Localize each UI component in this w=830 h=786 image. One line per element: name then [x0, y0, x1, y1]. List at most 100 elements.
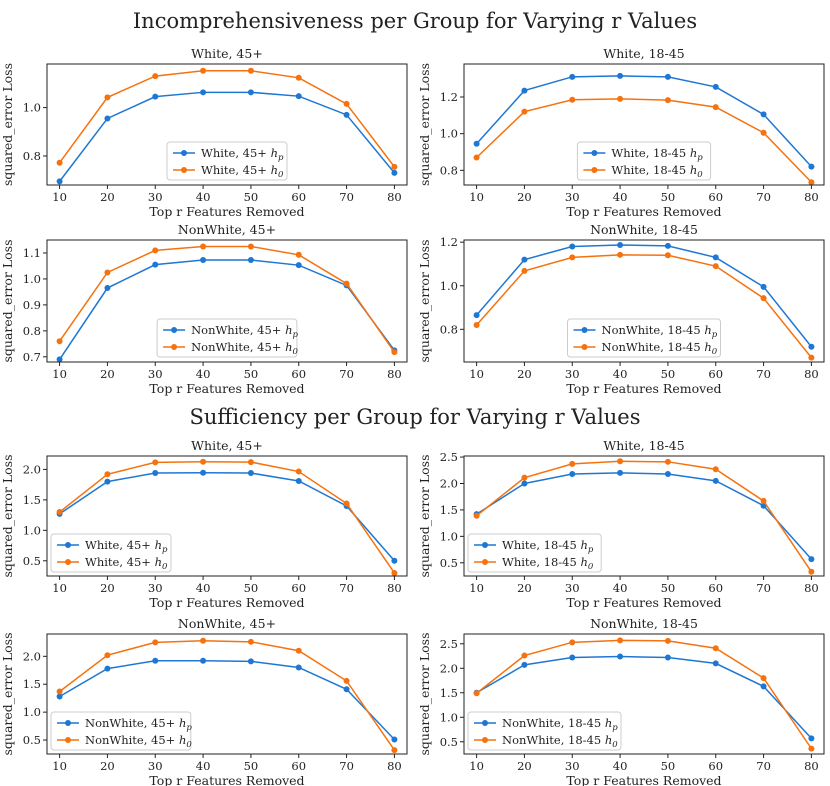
y-tick-label: 1.2: [440, 235, 458, 249]
legend-box: [50, 711, 192, 751]
series-line-0: [58, 70, 395, 168]
legend-marker-0: [65, 737, 71, 743]
plot-frame: [463, 63, 825, 186]
x-tick-label: 20: [517, 759, 532, 773]
y-tick-label: 0.8: [23, 149, 41, 163]
data-point-p: [200, 469, 207, 476]
data-point-p: [104, 665, 111, 672]
y-tick-label: 0.9: [23, 298, 41, 312]
x-tick-label: 30: [148, 759, 163, 773]
data-point-0: [200, 637, 207, 644]
chart-title: NonWhite, 18-45: [590, 222, 698, 237]
data-point-p: [664, 654, 671, 661]
x-tick-label: 60: [291, 759, 306, 773]
x-tick-label: 60: [708, 759, 723, 773]
data-point-0: [473, 154, 480, 161]
legend-marker-p: [65, 720, 71, 726]
x-tick-label: 20: [100, 759, 115, 773]
x-axis-label: Top r Features Removed: [566, 773, 721, 786]
x-tick-label: 50: [244, 367, 259, 381]
chart-title: White, 18-45: [603, 46, 684, 61]
series-line-0: [476, 639, 813, 750]
data-point-0: [104, 652, 111, 659]
data-point-0: [569, 254, 576, 261]
x-tick-label: 80: [804, 759, 819, 773]
x-tick-label: 60: [291, 581, 306, 595]
y-axis-label: squared_error Loss: [417, 632, 432, 755]
data-point-p: [295, 262, 302, 269]
x-tick-label: 80: [804, 190, 819, 204]
y-tick-label: 0.7: [23, 350, 41, 364]
series-line-p: [59, 660, 395, 741]
legend-marker-0: [482, 737, 488, 743]
legend-marker-0: [171, 344, 178, 350]
data-point-0: [56, 509, 63, 516]
legend-label-0: White, 45+ h0: [201, 163, 284, 180]
data-point-0: [521, 652, 528, 659]
data-point-0: [712, 263, 719, 270]
series-line-0: [59, 461, 396, 574]
plot-frame: [463, 455, 825, 577]
x-tick-label: 50: [661, 581, 676, 595]
data-point-p: [712, 660, 719, 667]
data-point-p: [473, 140, 480, 147]
legend-box: [467, 711, 622, 751]
data-point-p: [712, 254, 719, 261]
x-axis-label: Top r Features Removed: [149, 773, 304, 786]
data-point-0: [343, 677, 350, 684]
data-point-0: [760, 295, 767, 302]
y-axis-label: squared_error Loss: [417, 239, 432, 362]
legend-marker-0: [65, 559, 71, 565]
plot-frame: [46, 63, 408, 186]
x-tick-label: 30: [565, 367, 580, 381]
series-line-p: [476, 75, 812, 168]
series-line-p: [59, 472, 395, 562]
data-point-0: [521, 474, 528, 481]
series-line-0: [476, 98, 812, 183]
data-point-p: [343, 111, 350, 118]
data-point-p: [617, 469, 624, 476]
x-tick-label: 40: [196, 190, 211, 204]
data-point-0: [664, 252, 671, 259]
x-tick-label: 40: [613, 190, 628, 204]
data-point-p: [152, 93, 159, 100]
data-point-0: [391, 349, 398, 356]
data-point-p: [104, 115, 111, 122]
data-point-0: [473, 321, 480, 328]
data-point-0: [808, 179, 815, 186]
x-tick-label: 10: [469, 759, 484, 773]
legend-marker-0: [581, 344, 588, 350]
legend-box: [50, 533, 172, 573]
data-point-p: [808, 556, 815, 563]
data-point-p: [569, 470, 576, 477]
x-tick-label: 40: [613, 581, 628, 595]
data-point-0: [247, 243, 254, 250]
y-tick-label: 2.5: [440, 450, 458, 464]
data-point-0: [247, 459, 254, 466]
plot-frame: [46, 239, 408, 363]
x-axis-label: Top r Features Removed: [149, 595, 304, 610]
data-point-0: [56, 688, 63, 695]
series-line-p: [59, 91, 395, 182]
data-point-p: [391, 169, 398, 176]
chart-panel-6: White, 18-45 10 20 30 40 50 60 70 80 0.5 1.0 1.5 2.0…: [417, 438, 825, 610]
x-tick-label: 20: [100, 367, 115, 381]
x-tick-label: 30: [148, 190, 163, 204]
x-tick-label: 60: [291, 190, 306, 204]
legend-label-0: NonWhite, 45+ h0: [85, 733, 192, 750]
legend-label-p: White, 18-45 hp: [502, 538, 594, 555]
y-tick-label: 1.0: [440, 529, 458, 543]
data-point-0: [617, 458, 624, 465]
legend-marker-p: [482, 720, 488, 726]
legend-marker-p: [591, 150, 598, 156]
series-line-0: [58, 245, 396, 353]
data-point-0: [247, 67, 254, 74]
y-tick-label: 2.0: [23, 649, 41, 663]
legend-label-p: White, 45+ hp: [201, 146, 284, 163]
data-point-0: [569, 460, 576, 467]
x-tick-label: 20: [517, 367, 532, 381]
x-tick-label: 10: [52, 581, 67, 595]
data-point-0: [473, 512, 480, 519]
